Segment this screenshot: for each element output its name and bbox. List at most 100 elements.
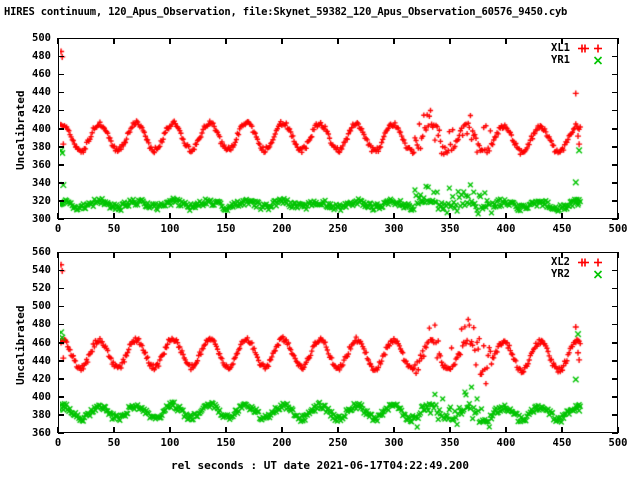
x-tick-mark	[505, 252, 507, 258]
page-title: HIRES continuum, 120_Apus_Observation, f…	[4, 6, 568, 18]
y-tick-mark	[612, 200, 618, 202]
y-tick-label: 460	[32, 68, 51, 81]
y-tick-mark	[58, 200, 64, 202]
x-tick-label: 250	[328, 223, 348, 235]
x-tick-label: 50	[107, 223, 121, 235]
y-tick-mark	[612, 269, 618, 272]
y-tick-mark	[612, 342, 618, 344]
x-tick-label: 350	[440, 437, 460, 449]
legend-entry-yr2: YR2	[500, 268, 610, 280]
y-tick-mark	[612, 218, 618, 220]
y-tick-mark	[58, 37, 64, 39]
plus-marker-icon	[576, 257, 610, 268]
y-tick-mark	[58, 91, 64, 94]
y-tick-label: 400	[32, 122, 51, 135]
y-tick-mark	[58, 360, 64, 362]
x-tick-mark	[393, 38, 395, 44]
y-tick-mark	[612, 164, 618, 166]
y-tick-mark	[612, 360, 618, 362]
x-tick-mark	[617, 213, 619, 219]
x-axis-title: rel seconds : UT date 2021-06-17T04:22:4…	[170, 459, 469, 472]
x-tick-label: 100	[160, 437, 180, 449]
x-tick-mark	[337, 427, 339, 433]
x-tick-mark	[393, 213, 395, 219]
y-tick-mark	[612, 378, 618, 380]
x-tick-mark	[561, 252, 563, 258]
x-tick-mark	[281, 213, 283, 219]
y-tick-mark	[612, 396, 618, 398]
x-tick-mark	[225, 213, 227, 219]
x-tick-mark	[57, 252, 59, 258]
x-tick-mark	[561, 213, 563, 219]
y-tick-mark	[58, 269, 64, 272]
x-tick-label: 150	[216, 437, 236, 449]
x-tick-mark	[225, 252, 227, 258]
x-tick-mark	[337, 252, 339, 258]
y-tick-mark	[612, 146, 618, 148]
x-tick-label: 150	[216, 223, 236, 235]
x-tick-mark	[169, 427, 171, 433]
x-tick-mark	[617, 252, 619, 258]
y-tick-label: 300	[32, 213, 51, 225]
x-tick-mark	[169, 38, 171, 44]
y-tick-label: 460	[32, 336, 51, 349]
x-tick-label: 450	[552, 223, 572, 235]
x-tick-mark	[281, 252, 283, 258]
y-tick-label: 560	[32, 246, 51, 258]
y-tick-label: 420	[32, 372, 51, 385]
cross-marker-icon	[576, 55, 610, 66]
y-tick-mark	[612, 414, 618, 416]
y-tick-mark	[58, 305, 64, 308]
x-tick-label: 450	[552, 437, 572, 449]
legend-entry-xl1: XL1	[500, 42, 610, 54]
y-tick-mark	[612, 287, 618, 290]
bottom-panel-data-area[interactable]	[59, 253, 617, 432]
x-tick-mark	[449, 427, 451, 433]
x-tick-mark	[57, 213, 59, 219]
y-tick-mark	[58, 55, 64, 58]
y-tick-label: 480	[32, 318, 51, 331]
x-tick-label: 100	[160, 223, 180, 235]
y-tick-label: 400	[32, 390, 51, 403]
y-tick-mark	[58, 378, 64, 380]
y-tick-mark	[58, 323, 64, 326]
cross-marker-icon	[576, 269, 610, 280]
x-tick-mark	[561, 38, 563, 44]
y-tick-mark	[58, 182, 64, 184]
y-tick-mark	[612, 128, 618, 130]
x-tick-mark	[113, 213, 115, 219]
x-tick-mark	[57, 38, 59, 44]
legend-label-yr2: YR2	[551, 268, 570, 280]
x-tick-mark	[57, 427, 59, 433]
y-tick-mark	[612, 323, 618, 326]
x-tick-mark	[393, 427, 395, 433]
x-tick-mark	[169, 213, 171, 219]
top-panel-data-area[interactable]	[59, 39, 617, 218]
legend-label-xl1: XL1	[551, 42, 570, 54]
y-tick-mark	[612, 55, 618, 58]
y-tick-mark	[58, 251, 64, 253]
x-tick-label: 500	[608, 437, 628, 449]
y-tick-mark	[612, 109, 618, 112]
y-tick-label: 340	[32, 176, 51, 189]
x-tick-mark	[449, 252, 451, 258]
y-tick-label: 380	[32, 140, 51, 153]
y-tick-mark	[58, 128, 64, 130]
x-tick-mark	[281, 38, 283, 44]
y-tick-mark	[612, 37, 618, 39]
x-tick-mark	[113, 427, 115, 433]
y-tick-mark	[612, 251, 618, 253]
bottom-panel-legend: XL2 YR2	[500, 256, 610, 280]
x-tick-label: 300	[384, 437, 404, 449]
x-tick-mark	[505, 38, 507, 44]
y-tick-label: 420	[32, 104, 51, 117]
y-tick-mark	[58, 287, 64, 290]
x-tick-mark	[561, 427, 563, 433]
x-tick-label: 0	[54, 223, 62, 235]
y-tick-mark	[58, 73, 64, 76]
x-tick-mark	[337, 38, 339, 44]
y-tick-mark	[58, 109, 64, 112]
x-tick-mark	[113, 252, 115, 258]
y-tick-mark	[612, 432, 618, 434]
